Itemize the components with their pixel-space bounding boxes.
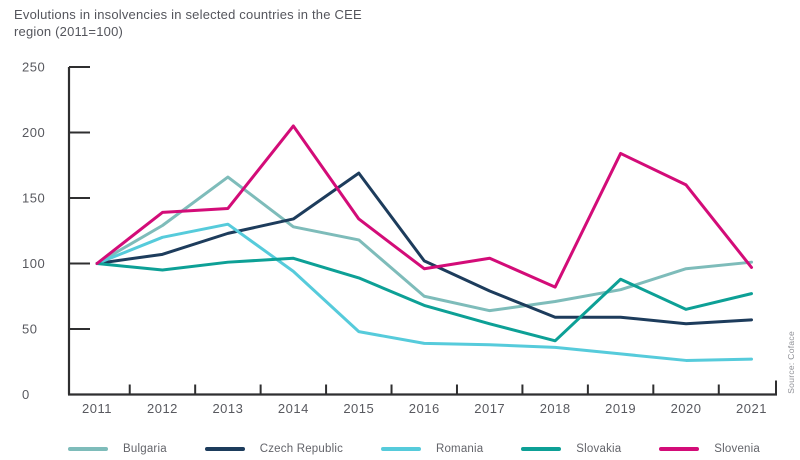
legend-item-romania: Romania	[380, 443, 484, 455]
x-tick-label: 2011	[82, 401, 112, 416]
legend-item-slovakia: Slovakia	[521, 443, 621, 455]
series-line-bulgaria	[95, 175, 753, 313]
x-tick-label: 2020	[671, 401, 702, 416]
x-tick-label: 2014	[278, 401, 309, 416]
x-tick-label: 2018	[540, 401, 571, 416]
x-tick-label: 2017	[474, 401, 505, 416]
x-tick-label: 2016	[409, 401, 440, 416]
y-tick-label: 250	[22, 60, 45, 75]
legend-swatch-romania	[380, 447, 421, 451]
x-tick-label: 2015	[343, 401, 374, 416]
x-tick-label: 2013	[212, 401, 243, 416]
legend-swatch-slovakia	[521, 447, 562, 451]
chart-legend: Bulgaria Czech Republic Romania Slovakia Slo…	[68, 440, 760, 458]
y-tick-label: 50	[22, 322, 37, 337]
y-tick-label: 200	[22, 125, 45, 140]
legend-swatch-slovenia	[659, 447, 700, 451]
legend-label-bulgaria: Bulgaria	[123, 443, 167, 455]
legend-label-slovakia: Slovakia	[576, 443, 622, 455]
series-line-czech-republic	[95, 171, 753, 326]
legend-swatch-czech-republic	[204, 447, 245, 451]
chart-title-line-1: Evolutions in insolvencies in selected c…	[14, 7, 362, 22]
legend-label-romania: Romania	[435, 443, 484, 455]
legend-item-czech-republic: Czech Republic	[204, 443, 344, 455]
legend-swatch-bulgaria	[68, 447, 108, 451]
x-tick-label: 2019	[605, 401, 636, 416]
x-tick-label: 2012	[147, 401, 178, 416]
legend-item-bulgaria: Bulgaria	[68, 443, 167, 455]
legend-item-slovenia: Slovenia	[659, 443, 760, 455]
y-tick-label: 100	[22, 256, 45, 271]
y-tick-label: 0	[22, 387, 30, 402]
chart-title: Evolutions in insolvencies in selected c…	[14, 6, 434, 40]
series-line-slovakia	[95, 256, 753, 343]
source-note: Source: Coface	[786, 331, 796, 394]
y-tick-label: 150	[22, 191, 45, 206]
series-line-slovenia	[95, 124, 753, 289]
legend-label-slovenia: Slovenia	[714, 443, 760, 455]
legend-label-czech-republic: Czech Republic	[259, 443, 344, 455]
x-tick-label: 2021	[736, 401, 767, 416]
chart-title-line-2: region (2011=100)	[14, 24, 124, 39]
series-line-romania	[95, 222, 753, 362]
